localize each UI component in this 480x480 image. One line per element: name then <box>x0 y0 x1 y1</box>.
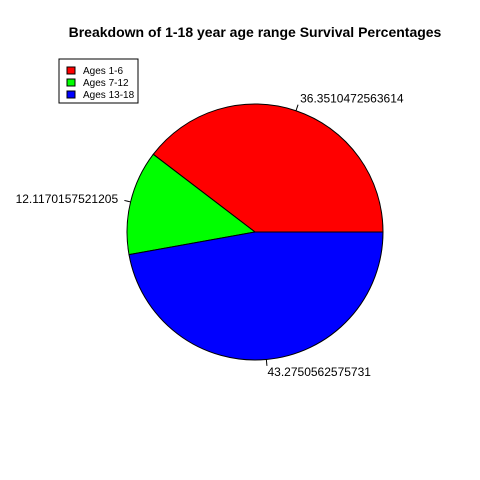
legend-swatch-2 <box>66 78 76 87</box>
slice-label-3: 43.2750562575731 <box>268 365 372 379</box>
pie-slice-2 <box>126 153 257 256</box>
pie-slices <box>126 103 384 361</box>
pie-slice-3 <box>128 231 384 361</box>
slice-labels: 36.3510472563614 12.1170157521205 43.27505… <box>16 92 404 380</box>
legend-label-1: Ages 1-6 <box>83 66 123 77</box>
slice-label-tick-1 <box>295 104 299 111</box>
legend-swatch-1 <box>66 66 76 75</box>
slice-label-tick-3 <box>265 359 268 366</box>
pie-slice-1 <box>152 103 384 233</box>
legend-swatch-3 <box>66 90 76 99</box>
legend-label-2: Ages 7-12 <box>83 78 129 89</box>
chart-title: Breakdown of 1-18 year age range Surviva… <box>69 24 442 40</box>
slice-label-2: 12.1170157521205 <box>16 192 119 206</box>
slice-label-1: 36.3510472563614 <box>300 92 404 106</box>
legend-label-3: Ages 13-18 <box>83 90 135 101</box>
slice-label-tick-2 <box>124 199 131 203</box>
